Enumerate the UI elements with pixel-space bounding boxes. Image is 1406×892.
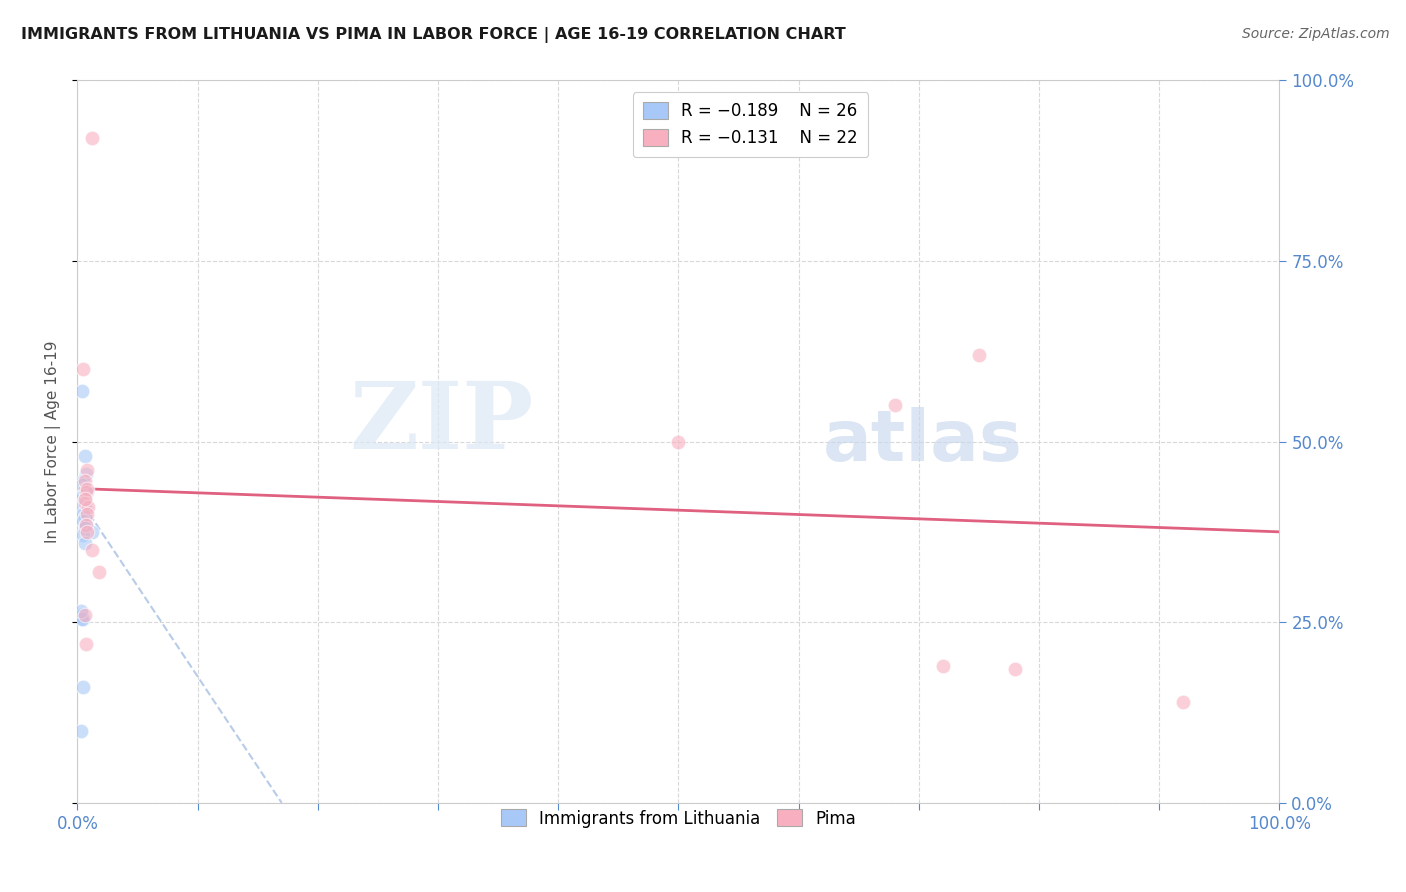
Legend: Immigrants from Lithuania, Pima: Immigrants from Lithuania, Pima	[494, 803, 863, 834]
Point	[73, 482, 96, 496]
Point	[73, 496, 96, 510]
Point	[932, 658, 955, 673]
Point	[1173, 695, 1195, 709]
Point	[75, 503, 97, 517]
Point	[1004, 662, 1026, 676]
Point	[76, 524, 98, 539]
Point	[72, 362, 94, 376]
Point	[668, 434, 690, 449]
Point	[73, 607, 96, 622]
Text: IMMIGRANTS FROM LITHUANIA VS PIMA IN LABOR FORCE | AGE 16-19 CORRELATION CHART: IMMIGRANTS FROM LITHUANIA VS PIMA IN LAB…	[21, 27, 846, 43]
Point	[76, 507, 98, 521]
Point	[75, 517, 97, 532]
Point	[73, 449, 96, 463]
Point	[75, 517, 97, 532]
Point	[77, 500, 100, 514]
Point	[72, 514, 94, 528]
Point	[70, 604, 93, 618]
Point	[76, 482, 98, 496]
Point	[72, 489, 94, 503]
Point	[70, 611, 93, 625]
Point	[73, 510, 96, 524]
Point	[80, 131, 103, 145]
Point	[80, 524, 103, 539]
Point	[76, 485, 98, 500]
Point	[73, 521, 96, 535]
Point	[75, 467, 97, 481]
Y-axis label: In Labor Force | Age 16-19: In Labor Force | Age 16-19	[45, 340, 62, 543]
Point	[87, 565, 110, 579]
Point	[72, 680, 94, 694]
Text: Source: ZipAtlas.com: Source: ZipAtlas.com	[1241, 27, 1389, 41]
Point	[73, 535, 96, 549]
Point	[883, 398, 905, 412]
Point	[72, 611, 94, 625]
Point	[73, 492, 96, 507]
Point	[75, 637, 97, 651]
Text: atlas: atlas	[823, 407, 1022, 476]
Point	[73, 492, 96, 507]
Point	[70, 384, 93, 398]
Point	[70, 607, 93, 622]
Point	[76, 463, 98, 477]
Point	[70, 500, 93, 514]
Text: ZIP: ZIP	[350, 378, 534, 468]
Point	[73, 475, 96, 489]
Point	[967, 348, 990, 362]
Point	[70, 478, 93, 492]
Point	[75, 485, 97, 500]
Point	[80, 542, 103, 557]
Point	[72, 496, 94, 510]
Point	[72, 507, 94, 521]
Point	[72, 528, 94, 542]
Point	[72, 475, 94, 489]
Point	[70, 723, 93, 738]
